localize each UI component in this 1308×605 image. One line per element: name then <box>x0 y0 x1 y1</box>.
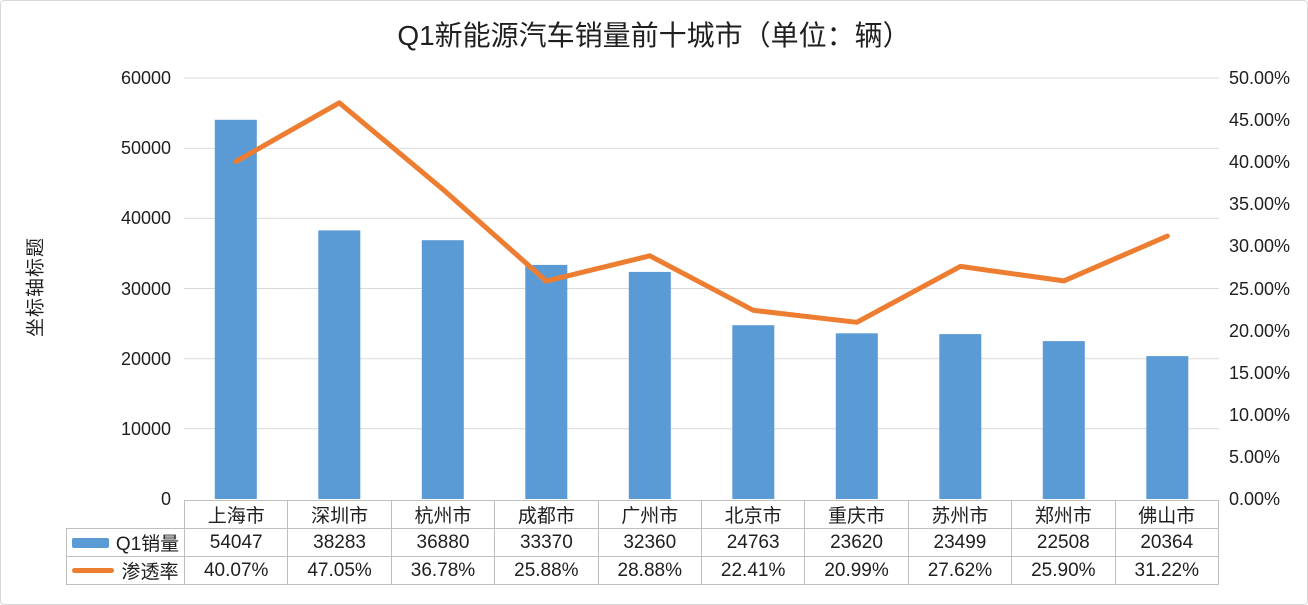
rate-value-cell: 40.07% <box>183 556 289 585</box>
sales-bar <box>732 325 775 499</box>
right-axis-tick-label: 25.00% <box>1229 278 1291 299</box>
sales-bar <box>214 119 257 500</box>
sales-value-cell: 36880 <box>390 528 496 557</box>
sales-bar <box>835 333 878 499</box>
right-axis-tick-label: 20.00% <box>1229 320 1291 341</box>
rate-value-cell: 47.05% <box>287 556 392 585</box>
chart-title: Q1新能源汽车销量前十城市（单位：辆） <box>397 20 911 51</box>
legend-label-rate: 渗透率 <box>121 562 179 583</box>
sales-bar <box>628 271 671 499</box>
rate-value-cell: 27.62% <box>907 556 1013 585</box>
category-cell: 北京市 <box>700 500 806 529</box>
category-cell: 成都市 <box>494 500 599 529</box>
legend-item-rate: 渗透率 <box>66 556 185 585</box>
line-series-swatch-icon <box>72 568 115 573</box>
plot-area <box>184 77 1219 500</box>
rate-value-cell: 28.88% <box>597 556 702 585</box>
legend-item-sales-inner: Q1销量 <box>68 530 184 556</box>
left-axis-tick-label: 40000 <box>120 208 171 229</box>
right-axis-tick-label: 0.00% <box>1229 489 1281 509</box>
category-cell: 广州市 <box>597 500 702 529</box>
right-axis-tick-label: 50.00% <box>1229 68 1291 88</box>
rate-value-cell: 36.78% <box>390 556 496 585</box>
sales-bar <box>939 334 982 499</box>
left-axis-tick-label: 20000 <box>120 348 171 369</box>
left-axis-tick-label: 0 <box>160 489 171 509</box>
table-row-sales: Q1销量 54047 38283 36880 33370 32360 24763 23620… <box>66 528 1220 557</box>
sales-bar <box>421 240 464 499</box>
category-cell: 杭州市 <box>390 500 496 529</box>
sales-value-cell: 54047 <box>183 528 289 557</box>
sales-value-cell: 32360 <box>597 528 702 557</box>
legend-item-sales: Q1销量 <box>66 528 185 557</box>
rate-line <box>233 100 1170 325</box>
right-axis-tick-label: 10.00% <box>1229 404 1291 425</box>
right-axis-tick-label: 40.00% <box>1229 152 1291 173</box>
rate-value-cell: 22.41% <box>700 556 806 585</box>
sales-value-cell: 23620 <box>804 528 909 557</box>
data-table: 上海市 深圳市 杭州市 成都市 广州市 北京市 重庆市 苏州市 郑州市 佛山市 Q1销量 5404… <box>66 500 1220 585</box>
rate-value-cell: 25.90% <box>1011 556 1116 585</box>
sales-value-cell: 20364 <box>1114 528 1220 557</box>
left-axis-tick-label: 30000 <box>120 278 171 299</box>
rate-value-cell: 31.22% <box>1114 556 1220 585</box>
sales-value-cell: 38283 <box>287 528 392 557</box>
rate-value-cell: 20.99% <box>804 556 909 585</box>
sales-bar <box>1146 356 1189 499</box>
category-cell: 郑州市 <box>1011 500 1116 529</box>
category-cell: 深圳市 <box>287 500 392 529</box>
right-axis-tick-label: 35.00% <box>1229 194 1291 215</box>
sales-value-cell: 23499 <box>907 528 1013 557</box>
bar-series-swatch-icon <box>71 537 109 548</box>
sales-bar <box>1042 341 1085 499</box>
sales-value-cell: 33370 <box>494 528 599 557</box>
left-axis-tick-label: 10000 <box>120 418 171 439</box>
category-cell: 佛山市 <box>1114 500 1220 529</box>
legend-label-sales: Q1销量 <box>115 534 180 555</box>
legend-item-rate-inner: 渗透率 <box>68 558 184 584</box>
rate-value-cell: 25.88% <box>494 556 599 585</box>
right-axis-tick-label: 5.00% <box>1229 446 1281 467</box>
category-cell: 上海市 <box>183 500 289 529</box>
sales-bar <box>318 230 361 499</box>
left-axis-tick-label: 50000 <box>120 138 171 159</box>
table-row-categories: 上海市 深圳市 杭州市 成都市 广州市 北京市 重庆市 苏州市 郑州市 佛山市 <box>67 500 1220 529</box>
right-axis-tick-label: 45.00% <box>1229 110 1291 131</box>
category-cell: 苏州市 <box>907 500 1013 529</box>
right-axis-tick-label: 15.00% <box>1229 362 1291 383</box>
left-axis-tick-label: 60000 <box>120 68 171 88</box>
table-row-rate: 渗透率 40.07% 47.05% 36.78% 25.88% 28.88% 22.41%… <box>66 556 1220 585</box>
sales-value-cell: 24763 <box>700 528 806 557</box>
table-corner-cell <box>67 501 185 529</box>
category-cell: 重庆市 <box>804 500 909 529</box>
right-axis-tick-label: 30.00% <box>1229 236 1291 257</box>
sales-bar <box>525 264 568 499</box>
sales-value-cell: 22508 <box>1011 528 1116 557</box>
